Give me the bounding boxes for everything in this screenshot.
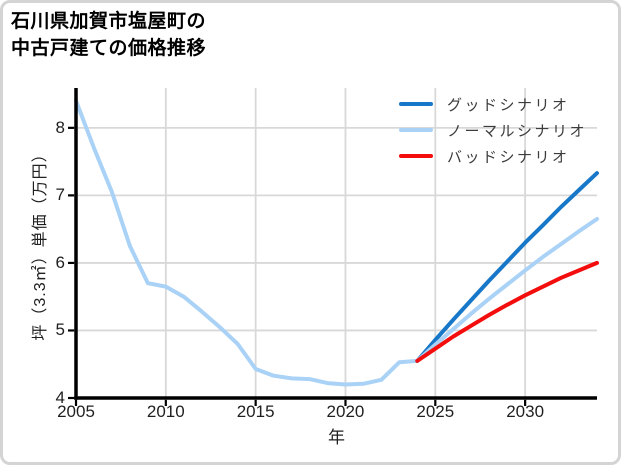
y-tick-label: 4 [55,388,65,407]
x-tick-label: 2010 [146,402,185,421]
y-tick-label: 5 [55,320,65,340]
legend-item-normal-scenario: ノーマルシナリオ [399,117,587,143]
x-tick-label: 2020 [326,402,365,421]
x-tick-label: 2015 [236,402,275,421]
y-tick-label: 8 [55,117,65,137]
legend-color-line [399,153,433,159]
x-tick-label: 2025 [416,402,455,421]
legend-color-line [399,127,433,133]
legend-item-label: ノーマルシナリオ [447,122,588,140]
legend-color-line [399,101,433,107]
chart-title: 石川県加賀市塩屋町の 中古戸建ての価格推移 [11,8,206,62]
chart-title-line1: 石川県加賀市塩屋町の [11,11,207,32]
legend-item-label: グッドシナリオ [447,96,570,114]
series-bad-scenario [415,260,599,363]
y-tick-label: 6 [55,252,65,272]
legend-item-good-scenario: グッドシナリオ [399,91,587,117]
series-normal-scenario [415,217,599,363]
y-tick-label: 7 [55,185,65,205]
x-axis-label: 年 [328,428,345,447]
series-history [74,98,420,387]
legend: グッドシナリオ ノーマルシナリオ バッドシナリオ [399,91,587,169]
series-good-scenario [415,171,599,363]
x-tick-label: 2030 [506,402,545,421]
legend-item-bad-scenario: バッドシナリオ [399,143,587,169]
x-tick-label: 2005 [57,402,95,421]
chart-title-line2: 中古戸建ての価格推移 [11,38,207,59]
y-axis-label: 坪（3.3㎡）単価（万円） [32,145,49,341]
legend-item-label: バッドシナリオ [447,148,570,166]
